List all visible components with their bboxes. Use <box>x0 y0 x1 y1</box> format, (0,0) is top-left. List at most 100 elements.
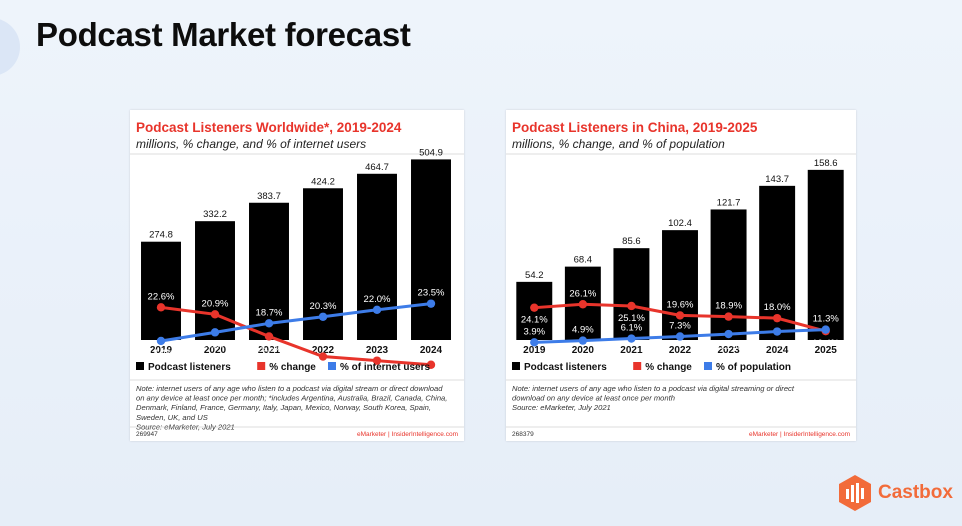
chart-subtitle: millions, % change, and % of internet us… <box>136 137 366 151</box>
point-value-label: 11.3% <box>813 314 840 325</box>
bar-2019 <box>141 241 181 340</box>
series-point <box>426 299 436 308</box>
bar-2021 <box>613 248 650 340</box>
chart-china: Podcast Listeners in China, 2019-2025 mil… <box>506 120 856 438</box>
series-point <box>156 303 166 312</box>
legend-swatch <box>512 362 520 370</box>
legend-swatch <box>633 362 642 370</box>
bar-2025 <box>807 169 844 340</box>
bar-value-label: 464.7 <box>365 162 389 173</box>
x-tick-label: 2022 <box>669 345 692 356</box>
series-point <box>675 332 685 341</box>
point-value-label: 25.1% <box>618 313 645 324</box>
chart-title: Podcast Listeners in China, 2019-2025 <box>512 120 758 135</box>
point-value-label: 8.7% <box>718 341 740 352</box>
bar-value-label: 143.7 <box>765 174 789 185</box>
series-point <box>372 305 382 314</box>
point-value-label: 4.9% <box>572 325 594 336</box>
x-tick-label: 2024 <box>420 345 443 356</box>
point-value-label: 22.0% <box>364 294 391 305</box>
legend-entry: % change <box>269 362 316 373</box>
legend-swatch <box>704 362 712 370</box>
point-value-label: 6.1% <box>621 323 643 334</box>
legend-swatch <box>257 362 266 370</box>
x-tick-label: 2022 <box>312 345 335 356</box>
bar-2021 <box>249 202 289 340</box>
point-value-label: 9.6% <box>366 368 388 379</box>
series-point <box>264 319 274 328</box>
x-tick-label: 2024 <box>766 345 789 356</box>
chart-subtitle: millions, % change, and % of population <box>512 137 725 151</box>
bar-value-label: 274.8 <box>149 230 173 241</box>
series-point <box>724 312 733 321</box>
point-value-label: 16.5% <box>202 339 229 350</box>
legend-entry: Podcast listeners <box>524 362 607 373</box>
castbox-brand: Castbox <box>838 474 953 512</box>
decorative-corner-circle <box>0 18 20 76</box>
x-tick-label: 2023 <box>366 345 389 356</box>
bar-value-label: 158.6 <box>814 158 838 169</box>
bar-2020 <box>195 221 235 340</box>
chart-note-line: Note: internet users of any age who list… <box>512 384 795 393</box>
series-point <box>578 336 588 345</box>
x-tick-label: 2025 <box>815 345 838 356</box>
bar-value-label: 68.4 <box>574 255 593 266</box>
bar-value-label: 504.9 <box>419 147 443 158</box>
chart-panel-worldwide: Podcast Listeners Worldwide*, 2019-2024 m… <box>130 110 464 441</box>
point-value-label: 19.6% <box>667 299 694 310</box>
series-point <box>210 310 220 319</box>
x-tick-label: 2019 <box>150 345 173 356</box>
bar-value-label: 54.2 <box>525 270 544 281</box>
series-point <box>426 360 436 369</box>
chart-note-line: Denmark, Finland, France, Germany, Italy… <box>136 403 431 412</box>
series-point <box>210 328 220 337</box>
bar-2024 <box>411 159 451 340</box>
x-tick-label: 2019 <box>523 345 546 356</box>
legend-entry: % of population <box>716 362 791 373</box>
chart-footer-brand: eMarketer | InsiderIntelligence.com <box>357 431 458 438</box>
point-value-label: 15.5% <box>256 343 283 354</box>
chart-note-line: Sweden, UK, and US <box>136 413 208 422</box>
x-tick-label: 2023 <box>717 345 740 356</box>
legend-entry: Podcast listeners <box>148 362 231 373</box>
point-value-label: 3.9% <box>523 326 545 337</box>
brand-name: Castbox <box>878 482 953 503</box>
point-value-label: 18.7% <box>256 307 283 318</box>
series-point <box>156 336 166 346</box>
bar-2023 <box>357 173 397 340</box>
bar-value-label: 121.7 <box>717 197 741 208</box>
x-tick-label: 2021 <box>620 345 643 356</box>
series-point <box>627 334 636 343</box>
series-point <box>530 338 539 347</box>
chart-note-line: download on any device at least once per… <box>512 394 675 403</box>
legend-entry: % of internet users <box>340 362 430 373</box>
series-point <box>821 325 830 334</box>
bar-2022 <box>662 230 698 340</box>
bar-value-label: 102.4 <box>668 218 692 229</box>
point-value-label: 22.6% <box>148 291 175 302</box>
chart-title: Podcast Listeners Worldwide*, 2019-2024 <box>136 120 402 135</box>
chart-note-line: Source: eMarketer, July 2021 <box>512 403 611 412</box>
chart-note-line: Note: internet users of any age who list… <box>136 384 443 393</box>
chart-footer-brand: eMarketer | InsiderIntelligence.com <box>749 431 850 438</box>
chart-note-line: on any device at least once per month; *… <box>136 394 447 403</box>
series-line-change <box>160 305 432 367</box>
point-value-label: 8.6% <box>420 372 442 383</box>
x-tick-label: 2020 <box>572 345 595 356</box>
point-value-label: 10.6% <box>310 364 337 375</box>
chart-panel-china: Podcast Listeners in China, 2019-2025 mil… <box>506 110 856 441</box>
point-value-label: 26.1% <box>569 288 596 299</box>
x-tick-label: 2021 <box>258 345 281 356</box>
legend-entry: % change <box>645 362 692 373</box>
point-value-label: 18.9% <box>715 301 742 312</box>
point-value-label: 20.9% <box>202 298 229 309</box>
chart-worldwide: Podcast Listeners Worldwide*, 2019-2024 m… <box>130 120 464 438</box>
point-value-label: 18.0% <box>764 302 791 313</box>
bar-value-label: 383.7 <box>257 191 281 202</box>
bar-value-label: 332.2 <box>203 209 227 220</box>
legend-swatch <box>328 362 336 370</box>
slide-title: Podcast Market forecast <box>36 16 411 53</box>
bar-value-label: 85.6 <box>622 236 641 247</box>
series-point <box>675 311 685 320</box>
bar-value-label: 424.2 <box>311 176 335 187</box>
